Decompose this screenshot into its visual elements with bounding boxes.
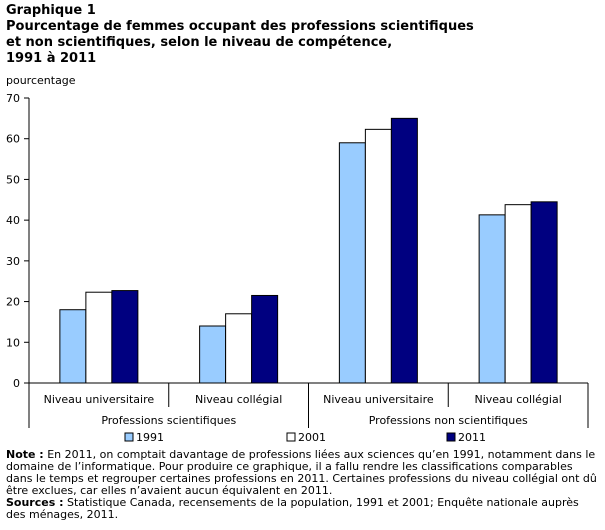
notes: Note : En 2011, on comptait davantage de… (6, 449, 600, 521)
chart-title-line: et non scientifiques, selon le niveau de… (6, 35, 393, 50)
group-label: Professions scientifiques (101, 414, 236, 427)
x-axis-labels: Niveau universitaire Niveau collégial Nive… (44, 393, 562, 427)
y-tick-label: 40 (6, 214, 20, 227)
bar (390, 117, 418, 384)
bar (199, 325, 227, 384)
legend-swatch (446, 432, 456, 442)
legend-label: 2011 (458, 431, 486, 444)
legend-swatch (286, 432, 296, 442)
axes (28, 98, 589, 428)
group-label: Professions non scientifiques (369, 414, 528, 427)
y-tick-label: 60 (6, 133, 20, 146)
bar (251, 294, 279, 384)
bar-chart: pourcentage 0 10 20 30 40 50 60 70 Niveau unive… (6, 74, 589, 444)
bar (504, 204, 532, 384)
chart-title-line: Pourcentage de femmes occupant des profe… (6, 19, 474, 34)
note-label: Note : (6, 448, 44, 461)
bar (478, 214, 506, 384)
legend-label: 1991 (136, 431, 164, 444)
note-text: En 2011, on comptait davantage de profes… (6, 448, 597, 497)
bar (364, 128, 392, 384)
y-tick-label: 50 (6, 173, 20, 186)
bar (85, 291, 113, 384)
y-tick-label: 70 (6, 92, 20, 105)
legend-swatch (124, 432, 134, 442)
bars (59, 117, 558, 384)
y-axis-label: pourcentage (6, 74, 76, 87)
category-label: Niveau collégial (195, 393, 282, 406)
chart-title-line: 1991 à 2011 (6, 51, 97, 66)
sources: Sources : Statistique Canada, recensemen… (6, 497, 600, 521)
category-label: Niveau collégial (474, 393, 561, 406)
y-tick-label: 30 (6, 255, 20, 268)
note: Note : En 2011, on comptait davantage de… (6, 449, 600, 497)
category-label: Niveau universitaire (323, 393, 434, 406)
y-tick-label: 20 (6, 296, 20, 309)
bar (225, 313, 253, 384)
sources-text: Statistique Canada, recensements de la p… (6, 496, 579, 521)
legend: 1991 2001 2011 (124, 431, 486, 444)
chart-header: Graphique 1 Pourcentage de femmes occupa… (6, 3, 601, 67)
y-axis-ticks: 0 10 20 30 40 50 60 70 (6, 92, 29, 390)
y-tick-label: 10 (6, 336, 20, 349)
bar (59, 309, 87, 384)
bar (530, 201, 558, 384)
chart-label: Graphique 1 (6, 3, 96, 18)
chart-title: Pourcentage de femmes occupant des profe… (6, 19, 601, 67)
legend-label: 2001 (298, 431, 326, 444)
y-tick-label: 0 (13, 377, 20, 390)
sources-label: Sources : (6, 496, 64, 509)
bar (338, 142, 366, 384)
bar (111, 290, 139, 384)
category-label: Niveau universitaire (44, 393, 155, 406)
